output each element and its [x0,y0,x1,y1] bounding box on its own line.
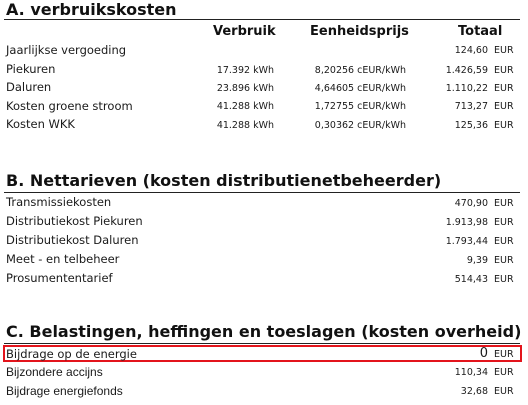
section-c-divider [4,343,520,344]
row-price: 8,20256 cEUR/kWh [314,65,406,76]
row-price: 1,72755 cEUR/kWh [314,101,406,112]
row-label: Transmissiekosten [6,195,112,209]
col-eenheidsprijs: Eenheidsprijs [310,24,409,39]
row-label: Bijdrage op de energie [6,347,137,361]
row-volume: 17.392 kWh [216,65,274,76]
row-amount: 9,39 [466,255,488,266]
row-amount: 514,43 [454,274,488,285]
row-amount: 470,90 [454,198,488,209]
row-label: Prosumententarief [6,271,113,285]
row-label: Kosten WKK [6,117,75,131]
row-price: 0,30362 cEUR/kWh [314,120,406,131]
row-amount: 0 [479,346,488,361]
row-amount: 125,36 [454,120,488,131]
row-amount: 1.426,59 [445,65,488,76]
row-volume: 23.896 kWh [216,83,274,94]
row-currency: EUR [494,386,514,397]
row-currency: EUR [494,120,514,131]
row-label: Kosten groene stroom [6,99,133,113]
row-currency: EUR [494,65,514,76]
section-b-divider [4,192,520,193]
section-c-title: C. Belastingen, heffingen en toeslagen (… [6,322,522,341]
row-currency: EUR [494,274,514,285]
row-label: Piekuren [6,62,56,76]
row-currency: EUR [494,367,514,378]
row-label: Daluren [6,80,52,94]
row-label: Bijzondere accijns [6,365,103,379]
row-currency: EUR [494,349,514,360]
row-amount: 713,27 [454,101,488,112]
row-label: Distributiekost Daluren [6,233,139,247]
row-currency: EUR [494,45,514,56]
row-volume: 41.288 kWh [216,120,274,131]
section-a-title: A. verbruikskosten [6,0,177,19]
row-amount: 1.913,98 [445,217,488,228]
highlight-box [3,345,522,362]
row-currency: EUR [494,255,514,266]
row-currency: EUR [494,198,514,209]
row-price: 4,64605 cEUR/kWh [314,83,406,94]
row-currency: EUR [494,101,514,112]
row-label: Meet - en telbeheer [6,252,120,266]
col-totaal: Totaal [458,24,503,39]
row-amount: 32,68 [460,386,488,397]
row-amount: 110,34 [454,367,488,378]
section-b-title: B. Nettarieven (kosten distributienetbeh… [6,171,442,190]
section-a-divider [4,19,520,20]
row-label: Distributiekost Piekuren [6,214,143,228]
row-currency: EUR [494,217,514,228]
row-amount: 124,60 [454,45,488,56]
row-amount: 1.793,44 [445,236,488,247]
row-currency: EUR [494,83,514,94]
row-currency: EUR [494,236,514,247]
row-label: Jaarlijkse vergoeding [6,43,127,57]
row-volume: 41.288 kWh [216,101,274,112]
col-verbruik: Verbruik [213,24,276,39]
row-label: Bijdrage energiefonds [6,384,123,398]
row-amount: 1.110,22 [445,83,488,94]
